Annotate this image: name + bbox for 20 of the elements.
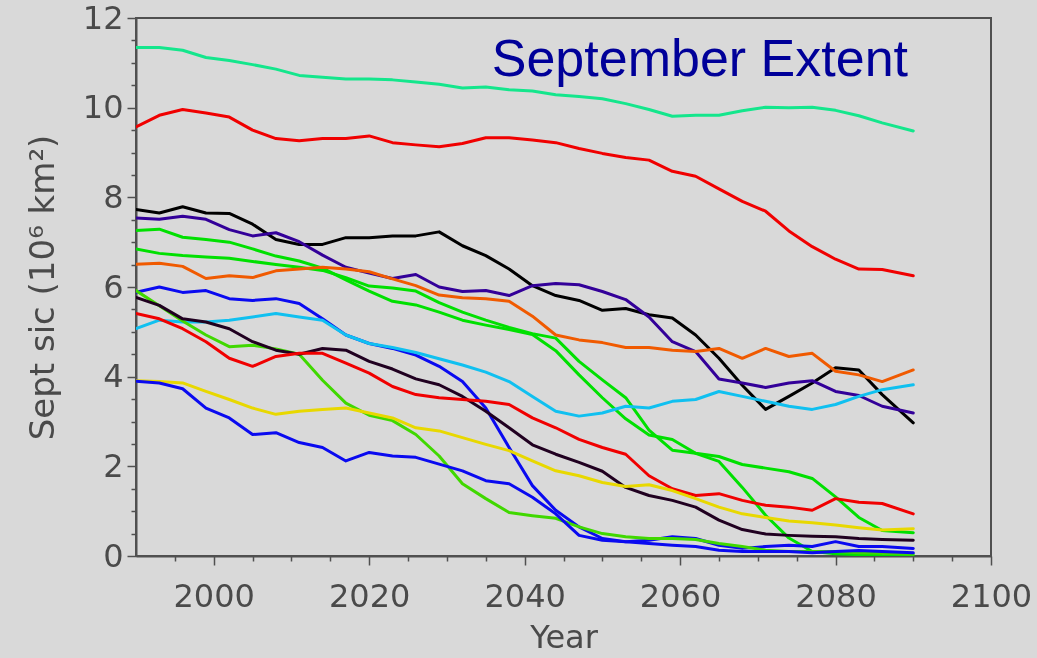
chart-title: September Extent [491, 29, 909, 87]
y-tick-label: 8 [103, 177, 124, 216]
y-axis-title: Sept sic (10⁶ km²) [21, 134, 62, 441]
y-tick-label: 12 [82, 0, 124, 37]
y-tick-label: 0 [103, 536, 124, 575]
x-tick-label: 2100 [950, 576, 1033, 615]
x-tick-label: 2060 [639, 576, 722, 615]
x-tick-label: 2000 [173, 576, 255, 615]
line-series [136, 107, 915, 278]
x-tick-label: 2020 [328, 576, 411, 615]
line-series [136, 311, 915, 418]
y-tick-label: 4 [103, 357, 124, 396]
line-series [136, 261, 915, 384]
line-series [136, 311, 915, 516]
y-tick-label: 2 [103, 446, 124, 485]
y-tick-label: 6 [103, 267, 124, 306]
y-tick-label: 10 [82, 88, 124, 127]
x-tick-label: 2040 [484, 576, 566, 615]
x-tick-label: 2080 [795, 576, 877, 615]
x-axis-title: Year [529, 617, 599, 656]
